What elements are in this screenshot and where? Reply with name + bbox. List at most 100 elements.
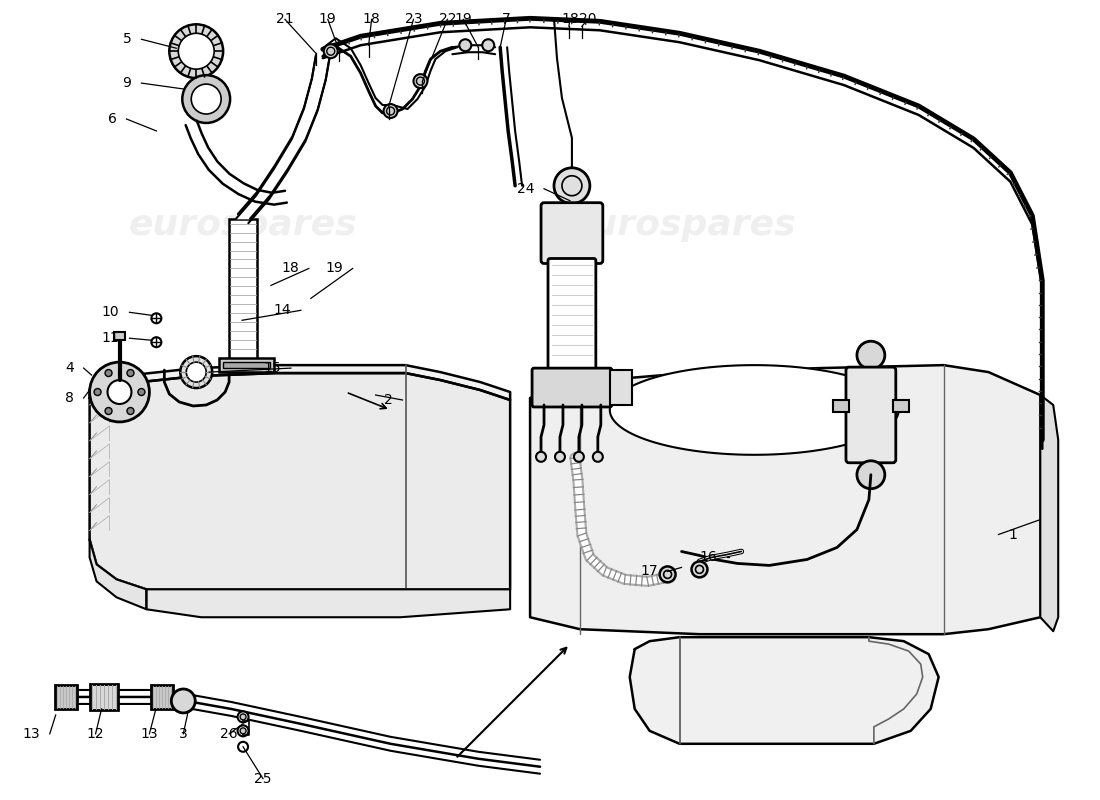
Bar [609, 370, 631, 405]
Circle shape [857, 461, 884, 489]
Text: 19: 19 [454, 12, 472, 26]
Bar [89, 684, 118, 710]
Circle shape [384, 104, 397, 118]
Circle shape [240, 728, 246, 734]
Text: 2: 2 [384, 393, 393, 407]
Text: 13: 13 [141, 727, 158, 741]
Circle shape [95, 389, 101, 395]
Text: 10: 10 [102, 306, 120, 319]
FancyBboxPatch shape [846, 367, 895, 462]
Polygon shape [530, 365, 1041, 634]
Circle shape [238, 742, 249, 752]
Bar [229, 218, 257, 370]
Circle shape [126, 370, 134, 377]
Bar [223, 362, 270, 368]
Circle shape [460, 39, 471, 51]
Text: 5: 5 [123, 32, 132, 46]
Polygon shape [146, 590, 510, 618]
Circle shape [191, 84, 221, 114]
Bar [893, 400, 909, 412]
Text: eurospares: eurospares [568, 208, 796, 242]
FancyBboxPatch shape [548, 258, 596, 372]
Polygon shape [186, 121, 201, 138]
Text: 4: 4 [65, 361, 74, 375]
Circle shape [574, 452, 584, 462]
Circle shape [89, 362, 150, 422]
Polygon shape [239, 183, 258, 201]
Circle shape [106, 407, 112, 414]
Circle shape [108, 380, 132, 404]
Text: 21: 21 [276, 12, 294, 26]
Circle shape [238, 726, 249, 736]
Circle shape [238, 711, 249, 722]
Text: 13: 13 [22, 727, 40, 741]
Polygon shape [198, 147, 218, 169]
Circle shape [556, 452, 565, 462]
Circle shape [554, 168, 590, 204]
Text: 1: 1 [1009, 527, 1018, 542]
Text: 17: 17 [640, 565, 658, 578]
FancyBboxPatch shape [532, 368, 612, 407]
Circle shape [240, 714, 246, 720]
Circle shape [178, 34, 215, 69]
Circle shape [183, 75, 230, 123]
Polygon shape [236, 56, 330, 218]
Circle shape [593, 452, 603, 462]
Polygon shape [223, 174, 244, 194]
Text: 15: 15 [263, 361, 280, 375]
Circle shape [660, 566, 675, 582]
Polygon shape [272, 190, 287, 205]
Bar [219, 358, 274, 372]
Text: 25: 25 [254, 772, 272, 786]
Circle shape [536, 452, 546, 462]
Polygon shape [629, 637, 938, 744]
Circle shape [172, 689, 195, 713]
Text: 14: 14 [273, 303, 290, 318]
Polygon shape [255, 190, 274, 205]
Text: 18: 18 [561, 12, 579, 26]
Text: 8: 8 [65, 391, 74, 405]
Circle shape [106, 370, 112, 377]
Text: 12: 12 [87, 727, 104, 741]
Text: 19: 19 [319, 12, 337, 26]
Circle shape [169, 24, 223, 78]
Text: 24: 24 [517, 182, 535, 196]
Bar [152, 685, 174, 709]
Text: 18: 18 [363, 12, 381, 26]
Circle shape [186, 362, 206, 382]
Bar [55, 685, 77, 709]
Polygon shape [89, 373, 510, 590]
Polygon shape [89, 539, 146, 610]
Bar [113, 332, 125, 340]
Polygon shape [209, 162, 230, 183]
Polygon shape [1041, 395, 1058, 631]
Text: 22: 22 [439, 12, 456, 26]
Polygon shape [89, 365, 510, 400]
Text: 23: 23 [405, 12, 422, 26]
Text: 20: 20 [579, 12, 596, 26]
Circle shape [152, 314, 162, 323]
Text: 11: 11 [102, 331, 120, 346]
Text: eurospares: eurospares [129, 399, 358, 433]
Circle shape [692, 562, 707, 578]
Polygon shape [190, 134, 209, 154]
Text: eurospares: eurospares [129, 208, 358, 242]
Text: 9: 9 [122, 76, 132, 90]
Text: 3: 3 [179, 727, 188, 741]
Circle shape [180, 356, 212, 388]
Text: 18: 18 [282, 262, 299, 275]
Text: 19: 19 [324, 262, 343, 275]
Circle shape [414, 74, 428, 88]
Circle shape [482, 39, 494, 51]
Text: 16: 16 [700, 550, 717, 565]
Text: 26: 26 [220, 727, 238, 741]
Circle shape [857, 342, 884, 369]
Text: eurospares: eurospares [568, 399, 796, 433]
Text: 6: 6 [108, 112, 117, 126]
FancyBboxPatch shape [541, 202, 603, 263]
Circle shape [138, 389, 145, 395]
Polygon shape [609, 365, 899, 455]
Bar [833, 400, 849, 412]
Circle shape [323, 44, 338, 58]
Circle shape [126, 407, 134, 414]
